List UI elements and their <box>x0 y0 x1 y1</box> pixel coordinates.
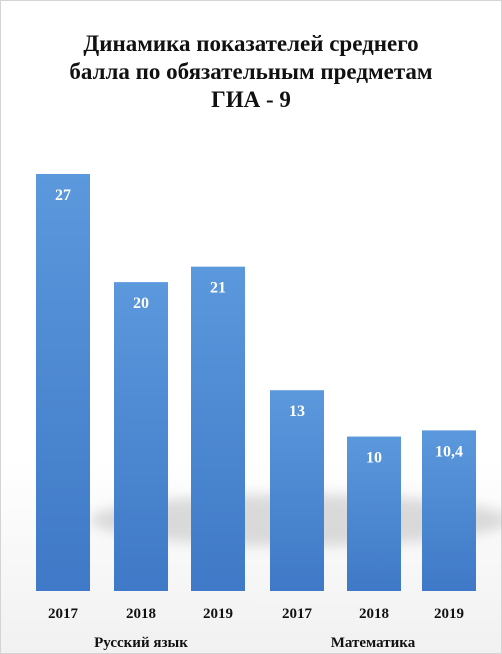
x-tick-labels: 2017 2018 2019 2017 2018 2019 <box>48 606 464 622</box>
data-label-6: 10,4 <box>435 443 463 460</box>
chart-title-line-3: ГИА - 9 <box>211 87 291 112</box>
bar-6 <box>422 430 476 591</box>
bar-5 <box>347 436 401 591</box>
x-tick-label-6: 2019 <box>434 606 464 622</box>
bar-3 <box>191 266 245 591</box>
x-group-label-1: Русский язык <box>94 635 188 651</box>
x-tick-label-1: 2017 <box>48 606 79 622</box>
bar-4 <box>270 390 324 591</box>
x-tick-label-3: 2019 <box>203 606 233 622</box>
chart-title: Динамика показателей среднего балла по о… <box>0 30 502 114</box>
data-label-5: 10 <box>366 450 382 467</box>
x-tick-label-2: 2018 <box>126 606 156 622</box>
x-tick-label-5: 2018 <box>359 606 389 622</box>
chart-title-line-1: Динамика показателей среднего <box>83 31 419 56</box>
data-label-1: 27 <box>55 187 71 204</box>
chart-title-line-2: балла по обязательным предметам <box>69 59 433 84</box>
x-group-label-2: Математика <box>331 635 416 651</box>
data-label-2: 20 <box>133 295 149 312</box>
bar-2 <box>114 282 168 591</box>
bars-layer <box>36 174 476 591</box>
data-labels-layer: 27 20 21 13 10 10,4 <box>55 187 463 467</box>
data-label-3: 21 <box>210 280 226 297</box>
bar-1 <box>36 174 90 591</box>
x-group-labels: Русский язык Математика <box>94 635 416 651</box>
data-label-4: 13 <box>289 403 305 420</box>
x-tick-label-4: 2017 <box>282 606 313 622</box>
